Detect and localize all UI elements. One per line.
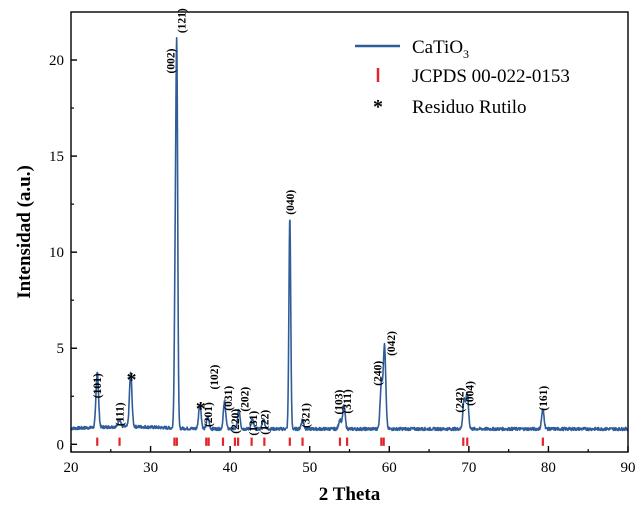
legend-label-jcpds: JCPDS 00-022-0153 — [412, 66, 570, 87]
x-axis-ticks: 20 30 40 50 60 70 80 90 — [64, 446, 636, 476]
y-tick-label: 20 — [49, 53, 64, 69]
x-axis-label: 2 Theta — [319, 484, 381, 505]
axes-layer: 20 30 40 50 60 70 80 90 0 5 10 15 20 2 Theta Intens… — [14, 11, 636, 505]
y-tick-label: 10 — [49, 245, 64, 261]
peak-label: (131) — [248, 411, 260, 436]
peak-label: (002) — [165, 48, 177, 73]
peak-label: (102) — [209, 364, 221, 389]
peak-label: (240) — [372, 361, 384, 386]
x-tick-label: 30 — [143, 460, 158, 476]
x-tick-label: 80 — [541, 460, 556, 476]
legend-star-swatch: * — [373, 96, 383, 118]
peak-label: (161) — [538, 386, 550, 411]
peak-label: (122) — [259, 410, 271, 435]
peak-label: (311) — [342, 389, 354, 413]
peak-label: (201) — [203, 402, 215, 427]
peak-label: (101) — [92, 373, 104, 398]
catio3-xrd-series-line — [70, 36, 629, 432]
peak-label: (040) — [285, 190, 297, 215]
y-axis-label: Intensidad (a.u.) — [14, 165, 35, 299]
peak-label: (111) — [115, 402, 127, 426]
plot-data-layer — [70, 36, 629, 446]
peak-label: (202) — [239, 387, 251, 412]
peak-label: (121) — [177, 8, 189, 33]
legend-label-residuo-rutilo: Residuo Rutilo — [412, 97, 527, 118]
x-tick-label: 20 — [64, 460, 79, 476]
y-tick-label: 0 — [57, 437, 65, 453]
x-tick-label: 90 — [621, 460, 636, 476]
y-tick-label: 15 — [49, 149, 64, 165]
legend-label-catio3-subscript: 3 — [463, 47, 469, 61]
x-tick-label: 50 — [302, 460, 317, 476]
rutile-markers-layer: ** — [126, 369, 205, 420]
y-tick-label: 5 — [57, 341, 65, 357]
peak-label: (242) — [454, 388, 466, 413]
peak-label: (031) — [223, 386, 235, 411]
x-tick-label: 60 — [382, 460, 397, 476]
legend-label-catio3-main: CaTiO — [412, 37, 463, 58]
legend-label-catio3: CaTiO3 — [412, 37, 469, 61]
peak-label: (103) — [333, 389, 345, 414]
y-axis-ticks: 0 5 10 15 20 — [49, 53, 77, 453]
peak-label: (220) — [230, 409, 242, 434]
x-tick-label: 70 — [461, 460, 476, 476]
peak-label: (321) — [301, 403, 313, 428]
peak-label: (042) — [386, 331, 398, 356]
peak-labels-layer: (101) (111) (002) (121) (201) (102)(031)(220)… — [92, 8, 550, 436]
x-tick-label: 40 — [223, 460, 238, 476]
rutile-residue-marker: * — [196, 398, 206, 420]
rutile-residue-marker: * — [126, 369, 136, 391]
peak-label: (004) — [465, 381, 477, 406]
legend: CaTiO3 JCPDS 00-022-0153 * Residuo Rutil… — [355, 37, 570, 118]
